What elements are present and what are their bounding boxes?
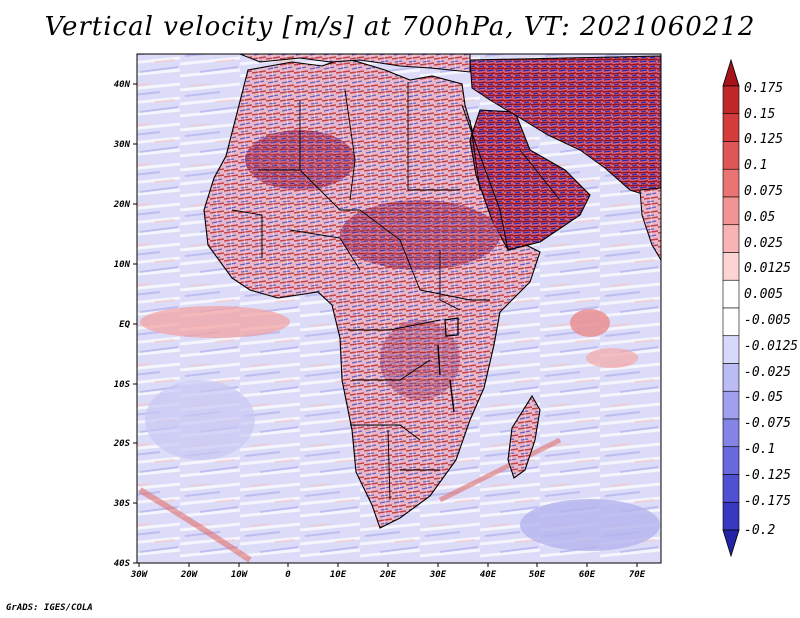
colorbar-box [722, 307, 740, 337]
colorbar-label: 0.1 [744, 158, 767, 173]
lat-label: 20S [113, 439, 131, 449]
lat-label: 30N [113, 140, 131, 150]
colorbar-label: -0.2 [744, 523, 775, 538]
lon-label: 20E [379, 570, 397, 580]
south-atlantic-subsidence [145, 380, 255, 460]
colorbar-box [722, 196, 740, 226]
software-credit: GrADS: IGES/COLA [6, 603, 93, 613]
europe-landmass [239, 54, 471, 73]
lat-label: 20N [113, 200, 131, 210]
map-title: Vertical velocity [m/s] at 700hPa, VT: 2… [44, 12, 756, 42]
colorbar-label: -0.005 [744, 313, 791, 328]
lon-label: 0 [285, 570, 291, 580]
colorbar-label: 0.15 [744, 107, 775, 122]
colorbar-boxes [722, 85, 740, 531]
lake-victoria [444, 317, 459, 337]
colorbar-box [722, 113, 740, 142]
colorbar-box [722, 363, 740, 392]
equatorial-atlantic-upward-band [140, 306, 290, 338]
lon-label: 50E [529, 570, 546, 580]
lat-label: 30S [113, 499, 131, 509]
colorbar-label: -0.175 [744, 494, 791, 509]
country-borders [231, 82, 561, 501]
colorbar-bottom-arrow [722, 529, 740, 558]
colorbar-box [722, 279, 740, 309]
colorbar-label: 0.05 [744, 210, 775, 225]
madagascar-landmass [507, 394, 541, 479]
colorbar-box [722, 501, 740, 531]
red-sea [461, 104, 509, 251]
colorbar-box [722, 85, 740, 115]
colorbar-box [722, 474, 740, 503]
colorbar-top-arrow [722, 58, 740, 87]
lon-label: 20W [180, 570, 199, 580]
india-landmass [639, 187, 661, 261]
colorbar-label: -0.0125 [744, 339, 798, 354]
agulhas-front [438, 437, 562, 503]
lat-label: 40S [114, 559, 131, 569]
lon-label: 10W [231, 570, 249, 580]
lon-label: 60E [579, 570, 596, 580]
colorbar-label: -0.075 [744, 416, 791, 431]
lat-label: EQ [119, 320, 130, 330]
indian-ocean-upward-patch-2 [586, 348, 638, 368]
colorbar-label: 0.175 [744, 81, 783, 96]
southern-ocean-front [138, 487, 252, 563]
central-africa-convective-zone [380, 320, 460, 400]
lon-label: 70E [629, 570, 646, 580]
colorbar-label: 0.125 [744, 132, 783, 147]
colorbar-box [722, 252, 740, 281]
colorbar-box [722, 224, 740, 253]
latitude-axis: 40N 30N 20N 10N EQ 10S 20S 30S 40S [113, 80, 137, 569]
indian-ocean-upward-patch [570, 309, 610, 337]
south-indian-ocean-subsidence [520, 499, 660, 551]
colorbar-box [722, 141, 740, 170]
map-plot-area [137, 54, 661, 563]
lon-label: 30W [130, 570, 149, 580]
colorbar-box [722, 390, 740, 420]
colorbar-label: 0.025 [744, 236, 783, 251]
middle-east-landmass [469, 55, 661, 201]
colorbar-label: -0.025 [744, 365, 791, 380]
lon-label: 40E [480, 570, 497, 580]
lake-malawi [449, 379, 455, 413]
colorbar-label: -0.125 [744, 468, 791, 483]
colorbar: 0.175 0.15 0.125 0.1 0.075 0.05 0.025 0.… [722, 58, 798, 558]
arabian-peninsula-landmass [469, 109, 591, 251]
colorbar-box [722, 335, 740, 364]
lon-label: 10E [330, 570, 347, 580]
lat-label: 40N [114, 80, 131, 90]
colorbar-label: -0.1 [744, 442, 775, 457]
lat-label: 10S [114, 380, 131, 390]
lat-label: 10N [114, 260, 131, 270]
colorbar-box [722, 446, 740, 475]
longitude-axis: 30W 20W 10W 0 10E 20E 30E 40E 50E 60E 70… [130, 563, 646, 580]
colorbar-label: 0.075 [744, 184, 783, 199]
colorbar-label: 0.0125 [744, 261, 791, 276]
lon-label: 30E [429, 570, 447, 580]
colorbar-label: 0.005 [744, 287, 783, 302]
colorbar-box [722, 168, 740, 198]
colorbar-box [722, 418, 740, 448]
sahel-convective-zone [340, 200, 500, 270]
colorbar-label: -0.05 [744, 390, 783, 405]
map-frame [136, 53, 662, 564]
colorbar-labels: 0.175 0.15 0.125 0.1 0.075 0.05 0.025 0.… [744, 81, 798, 538]
lake-tanganyika [437, 344, 441, 376]
